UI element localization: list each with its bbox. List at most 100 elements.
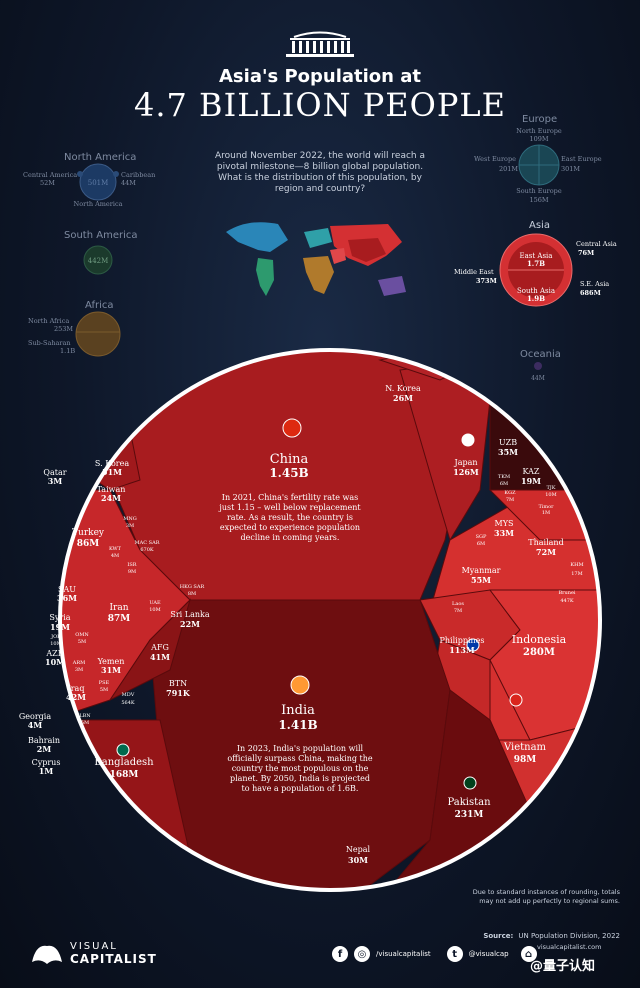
jor-name: JOR <box>50 634 61 640</box>
btn-name: BTN <box>169 679 187 688</box>
skorea-value: 51M <box>102 467 122 477</box>
taiwan-value: 24M <box>101 493 121 503</box>
iraq-name: Iraq <box>68 684 85 693</box>
europe-label: Europe <box>522 114 558 125</box>
pakistan-flag-icon <box>463 776 477 790</box>
afg-name: AFG <box>150 643 169 652</box>
btn-value: 791K <box>166 688 191 698</box>
vietnam-name: Vietnam <box>503 742 547 753</box>
oceania-label: Oceania <box>520 349 561 360</box>
eu-east-label: East Europe <box>561 155 602 163</box>
bangladesh-name: Bangladesh <box>94 757 154 768</box>
mys-name: MYS <box>495 519 514 528</box>
philippines-name: Philippines <box>439 636 484 645</box>
mng-value: 3M <box>126 523 134 529</box>
bahrain-name: Bahrain <box>28 736 60 745</box>
srilanka-name: Sri Lanka <box>170 610 209 619</box>
na-sub-label: North America <box>74 200 123 208</box>
sgp-name: SGP <box>476 534 487 540</box>
brand-line1: VISUAL <box>70 940 118 952</box>
kwt-name: KWT <box>109 546 122 552</box>
afg-value: 41M <box>150 652 170 662</box>
iraq-value: 42M <box>66 692 86 702</box>
world-map <box>226 222 406 296</box>
turkey-name: Turkey <box>72 528 105 538</box>
asia-label: Asia <box>529 220 550 231</box>
twitter-icon[interactable]: t <box>446 946 463 962</box>
iran-name: Iran <box>109 603 128 613</box>
uae-value: 10M <box>149 607 160 613</box>
twitter-handle[interactable]: @visualcap <box>468 950 509 958</box>
thailand-name: Thailand <box>528 538 563 547</box>
pakistan-value: 231M <box>455 810 484 820</box>
isr-value: 9M <box>128 569 136 575</box>
pse-value: 5M <box>100 687 108 693</box>
arm-value: 3M <box>75 667 83 673</box>
arm-name: ARM <box>72 660 86 666</box>
asia-south-value: 1.9B <box>527 294 545 303</box>
asia-bubbles: East Asia 1.7B South Asia 1.9B Central A… <box>454 233 617 307</box>
yemen-name: Yemen <box>97 657 125 666</box>
china-note: In 2021, China's fertility rate was just… <box>219 493 361 542</box>
nkorea-value: 26M <box>393 393 413 403</box>
khm-name: KHM <box>570 562 583 568</box>
khm-value: 17M <box>571 571 582 577</box>
hkgsar-value: 8M <box>188 591 196 597</box>
aze-name: AZE <box>45 649 63 658</box>
africa-sub-label: Sub-Saharan <box>28 339 71 347</box>
asia-central-value: 76M <box>578 249 594 257</box>
srilanka-value: 22M <box>180 619 200 629</box>
laos-name: Laos <box>452 601 464 607</box>
brunei-name: Brunei <box>558 590 575 596</box>
eu-south-value: 156M <box>529 196 548 204</box>
kgz-value: 7M <box>506 497 514 503</box>
syria-value: 19M <box>50 622 70 632</box>
pakistan-name: Pakistan <box>447 797 491 808</box>
na-main-value: 501M <box>88 179 109 187</box>
aze-value: 10M <box>45 657 65 667</box>
kgz-name: KGZ <box>504 490 516 496</box>
africa-bubbles: North Africa 253M Sub-Saharan 1.1B <box>28 311 121 357</box>
kaz-value: 19M <box>521 476 541 486</box>
macsar-name: MAC SAR <box>135 540 160 546</box>
uzb-name: UZB <box>499 438 517 447</box>
japan-flag-icon <box>461 433 475 447</box>
watermark: @量子认知 <box>530 959 596 974</box>
china-name: China <box>270 452 309 467</box>
myanmar-name: Myanmar <box>462 566 501 575</box>
kwt-value: 4M <box>111 553 119 559</box>
vc-logo-icon <box>32 945 62 964</box>
source-text: UN Population Division, 2022 <box>518 932 620 940</box>
india-flag-icon <box>290 675 310 695</box>
isr-name: ISR <box>127 562 136 568</box>
turkey-value: 86M <box>77 539 100 549</box>
thailand-value: 72M <box>536 547 556 557</box>
capitol-logo-icon <box>286 31 354 57</box>
south-america-bubble: 442M <box>83 245 113 275</box>
taiwan-name: Taiwan <box>97 485 126 494</box>
africa-sub-value: 1.1B <box>60 347 75 355</box>
qatar-name: Qatar <box>43 468 66 477</box>
macsar-value: 670K <box>140 547 154 553</box>
na-central-label: Central America <box>23 171 77 179</box>
eu-south-label: South Europe <box>516 187 562 195</box>
japan-name: Japan <box>453 458 477 467</box>
lbn-name: LBN <box>79 713 91 719</box>
jor-value: 10M <box>50 641 61 647</box>
sgp-value: 6M <box>477 541 485 547</box>
instagram-icon[interactable]: ◎ <box>354 946 370 962</box>
china-value: 1.45B <box>269 466 308 480</box>
mdv-value: 564K <box>121 700 135 706</box>
na-central-value: 52M <box>40 179 55 187</box>
uae-name: UAE <box>149 600 161 606</box>
social-handle[interactable]: /visualcapitalist <box>376 950 431 958</box>
website-link[interactable]: visualcapitalist.com <box>537 943 602 951</box>
cyprus-value: 1M <box>39 766 54 776</box>
bahrain-value: 2M <box>37 744 52 754</box>
asia-middle-value: 373M <box>476 277 497 285</box>
eu-north-label: North Europe <box>516 127 562 135</box>
facebook-icon[interactable]: f <box>332 946 348 962</box>
timor-name: Timor <box>538 504 554 510</box>
website-icon[interactable]: ⌂ <box>520 946 537 962</box>
europe-bubbles: North Europe 109M West Europe 201M East … <box>474 127 602 204</box>
